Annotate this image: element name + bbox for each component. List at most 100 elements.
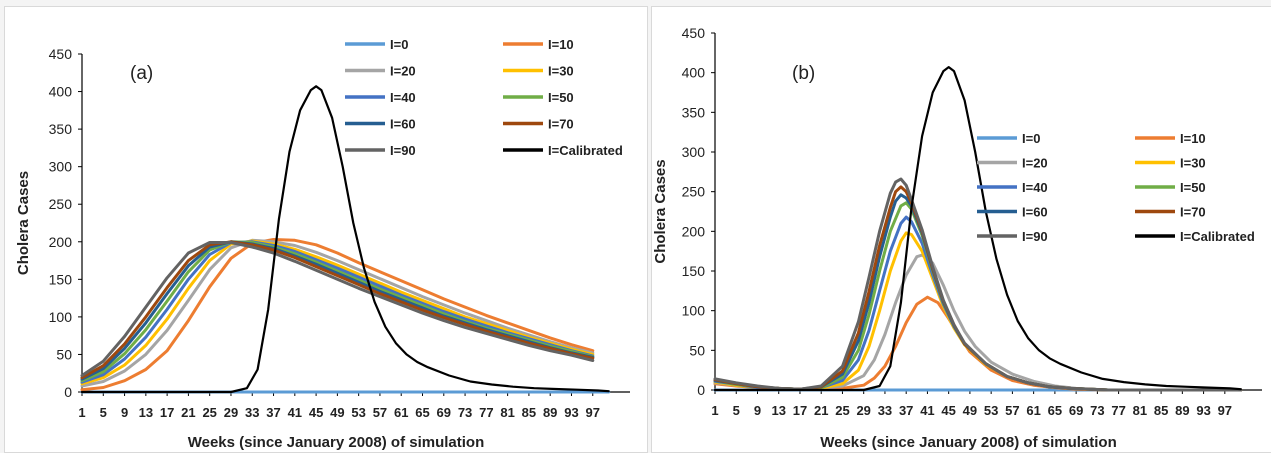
y-tick-label: 450 [49,46,73,62]
x-tick-label: 13 [771,403,785,418]
series-line-i-20 [80,238,595,388]
legend-label: I=70 [1180,205,1206,220]
series-line-i-90 [80,241,595,377]
x-tick-label: 17 [793,403,807,418]
x-tick-label: 37 [899,403,913,418]
legend-label: I=10 [1180,131,1206,146]
x-tick-label: 65 [1048,403,1062,418]
x-tick-label: 93 [1196,403,1210,418]
y-tick-label: 300 [682,144,706,160]
series-line-i-90 [713,177,1243,392]
x-tick-label: 49 [330,405,344,420]
chart-panel-b [651,6,1271,453]
x-tick-label: 57 [373,405,387,420]
y-tick-label: 450 [682,25,706,41]
y-tick-label: 150 [682,263,706,279]
legend-label: I=20 [390,64,416,79]
series-line-i-50 [713,201,1243,392]
x-tick-label: 77 [1111,403,1125,418]
x-tick-label: 5 [733,403,740,418]
series-line-i-10 [713,295,1243,392]
x-tick-label: 17 [160,405,174,420]
legend-label: I=40 [390,90,416,105]
legend-label: I=60 [1022,205,1048,220]
legend-label: I=70 [548,117,574,132]
x-tick-label: 41 [920,403,934,418]
series-line-i-20 [713,253,1243,392]
x-tick-label: 97 [1218,403,1232,418]
legend-label: I=Calibrated [1180,229,1255,244]
x-tick-label: 45 [309,405,323,420]
x-tick-label: 85 [1154,403,1168,418]
legend-label: I=30 [1180,156,1206,171]
x-tick-label: 37 [266,405,280,420]
x-tick-label: 25 [202,405,216,420]
x-tick-label: 61 [1026,403,1040,418]
y-axis-title: Cholera Cases [15,171,32,275]
legend-label: I=20 [1022,156,1048,171]
legend-label: I=50 [1180,180,1206,195]
x-tick-label: 9 [121,405,128,420]
legend-label: I=30 [548,64,574,79]
x-tick-label: 1 [78,405,85,420]
series-line-i-calibrated [80,85,610,394]
y-tick-label: 250 [682,184,706,200]
series-line-i-70 [80,240,595,380]
y-tick-label: 50 [689,342,705,358]
y-tick-label: 400 [682,65,706,81]
y-tick-label: 50 [56,346,72,362]
y-tick-label: 400 [49,84,73,100]
chart-b: 0 50 100 150 200 250 300 350 400 450 1 5 9 13 17 21 25 29… [652,25,1262,451]
legend-label: I=Calibrated [548,143,623,158]
x-tick-label: 69 [1069,403,1083,418]
series-line-i-calibrated [713,65,1242,392]
x-tick-label: 29 [224,405,238,420]
legend-label: I=0 [390,37,408,52]
x-tick-label: 89 [1175,403,1189,418]
x-tick-label: 65 [415,405,429,420]
series-line-i-30 [80,239,595,386]
x-tick-label: 45 [941,403,955,418]
x-tick-label: 9 [754,403,761,418]
x-tick-label: 73 [1090,403,1104,418]
x-tick-label: 93 [564,405,578,420]
x-tick-label: 61 [394,405,408,420]
y-tick-label: 350 [682,104,706,120]
x-tick-label: 53 [351,405,365,420]
x-tick-label: 77 [479,405,493,420]
x-tick-label: 69 [437,405,451,420]
legend-label: I=90 [1022,229,1048,244]
y-tick-label: 150 [49,271,73,287]
y-tick-label: 200 [682,223,706,239]
legend-label: I=50 [548,90,574,105]
x-tick-label: 85 [522,405,536,420]
y-tick-label: 0 [697,382,705,398]
panel-label: (b) [792,63,815,84]
x-tick-label: 29 [856,403,870,418]
x-tick-label: 81 [500,405,514,420]
x-tick-label: 33 [878,403,892,418]
y-tick-label: 350 [49,121,73,137]
y-tick-label: 0 [64,384,72,400]
x-tick-label: 89 [543,405,557,420]
series-line-i-40 [713,215,1243,392]
x-tick-label: 1 [711,403,718,418]
panel-label: (a) [130,63,153,84]
x-tick-label: 73 [458,405,472,420]
legend-label: I=10 [548,37,574,52]
x-tick-label: 41 [288,405,302,420]
y-tick-label: 100 [49,309,73,325]
chart-a: 0 50 100 150 200 250 300 350 400 450 1 5 9 13 17 21 25 29… [15,37,630,451]
x-tick-label: 21 [814,403,828,418]
legend-label: I=60 [390,117,416,132]
x-tick-label: 53 [984,403,998,418]
x-tick-label: 5 [100,405,107,420]
x-tick-label: 13 [139,405,153,420]
y-tick-label: 300 [49,159,73,175]
x-tick-label: 81 [1133,403,1147,418]
y-tick-label: 100 [682,303,706,319]
series-line-i-30 [713,231,1243,392]
x-axis-title: Weeks (since January 2008) of simulation [820,434,1117,451]
x-tick-label: 25 [835,403,849,418]
